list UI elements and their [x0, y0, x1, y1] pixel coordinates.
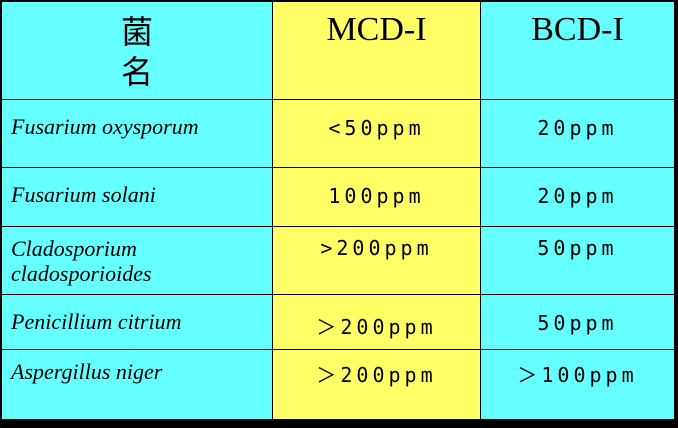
header-bcd-i: BCD-I	[481, 2, 674, 99]
header-organism-name: 菌名	[2, 2, 272, 99]
mcd-value-cell: 100ppm	[273, 168, 480, 226]
bcd-value-cell: 50ppm	[481, 227, 674, 294]
organism-name-cell: Fusarium solani	[2, 168, 272, 226]
data-table: 菌名 MCD-I BCD-I Fusarium oxysporum <50ppm…	[2, 2, 674, 424]
bcd-value-cell: ＞100ppm	[481, 350, 674, 419]
bcd-value-cell: 20ppm	[481, 168, 674, 226]
mcd-value-cell: ＞200ppm	[273, 295, 480, 349]
header-mcd-i: MCD-I	[273, 2, 480, 99]
organism-name-cell: Penicillium citrium	[2, 295, 272, 349]
bcd-value-cell: 20ppm	[481, 100, 674, 167]
mcd-value-cell: <50ppm	[273, 100, 480, 167]
bcd-value-cell: 50ppm	[481, 295, 674, 349]
organism-name-cell: Aspergillus niger	[2, 350, 272, 419]
organism-name-cell: Cladosporium cladosporioides	[2, 227, 272, 294]
organism-name-cell: Fusarium oxysporum	[2, 100, 272, 167]
mcd-value-cell: ＞200ppm	[273, 350, 480, 419]
mcd-value-cell: >200ppm	[273, 227, 480, 294]
